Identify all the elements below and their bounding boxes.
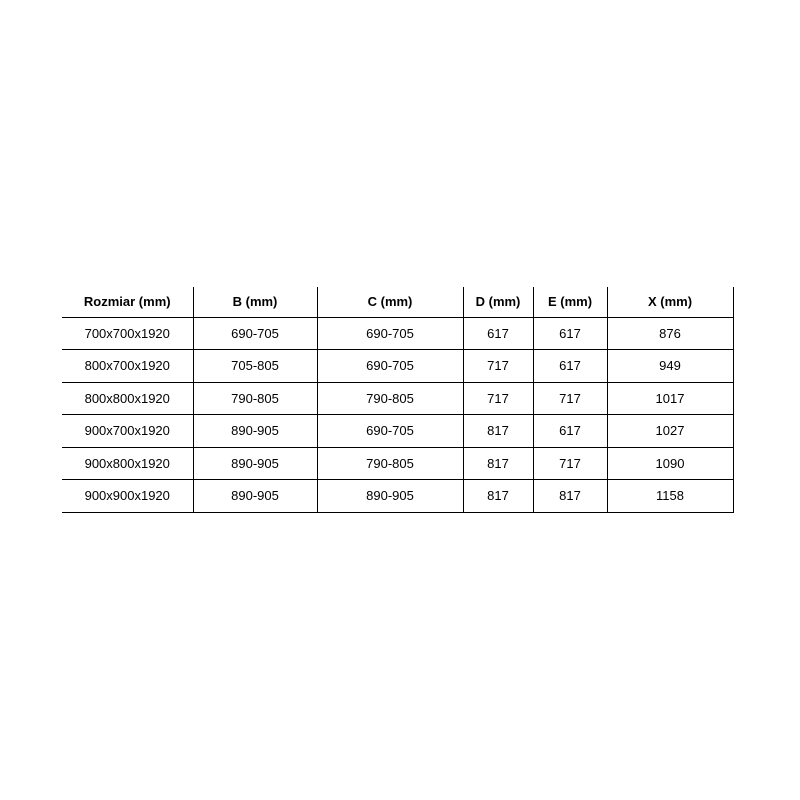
cell-e: 717 bbox=[532, 446, 608, 480]
cell-e: 617 bbox=[532, 316, 608, 350]
cell-d: 717 bbox=[462, 381, 534, 415]
cell-b: 890-905 bbox=[192, 479, 318, 513]
cell-c: 790-805 bbox=[316, 446, 464, 480]
cell-x: 1090 bbox=[606, 446, 734, 480]
column-header-e: E (mm) bbox=[532, 287, 608, 318]
table-row: 800x800x1920 790-805 790-805 717 717 101… bbox=[62, 381, 734, 415]
column-header-x: X (mm) bbox=[606, 287, 734, 318]
cell-rozmiar: 900x700x1920 bbox=[62, 414, 194, 448]
dimensions-table: Rozmiar (mm) B (mm) C (mm) D (mm) E (mm)… bbox=[62, 287, 734, 513]
cell-e: 817 bbox=[532, 479, 608, 513]
table-row: 800x700x1920 705-805 690-705 717 617 949 bbox=[62, 349, 734, 383]
cell-x: 1158 bbox=[606, 479, 734, 513]
cell-d: 817 bbox=[462, 479, 534, 513]
cell-d: 817 bbox=[462, 414, 534, 448]
table-header-row: Rozmiar (mm) B (mm) C (mm) D (mm) E (mm)… bbox=[62, 287, 734, 318]
column-header-b: B (mm) bbox=[192, 287, 318, 318]
table-row: 900x800x1920 890-905 790-805 817 717 109… bbox=[62, 446, 734, 480]
cell-e: 717 bbox=[532, 381, 608, 415]
column-header-rozmiar: Rozmiar (mm) bbox=[62, 287, 194, 318]
cell-e: 617 bbox=[532, 349, 608, 383]
cell-c: 690-705 bbox=[316, 349, 464, 383]
cell-x: 949 bbox=[606, 349, 734, 383]
cell-b: 790-805 bbox=[192, 381, 318, 415]
cell-d: 817 bbox=[462, 446, 534, 480]
column-header-d: D (mm) bbox=[462, 287, 534, 318]
cell-rozmiar: 700x700x1920 bbox=[62, 316, 194, 350]
table-row: 900x700x1920 890-905 690-705 817 617 102… bbox=[62, 414, 734, 448]
cell-x: 1027 bbox=[606, 414, 734, 448]
cell-c: 690-705 bbox=[316, 316, 464, 350]
cell-rozmiar: 800x700x1920 bbox=[62, 349, 194, 383]
cell-e: 617 bbox=[532, 414, 608, 448]
cell-b: 890-905 bbox=[192, 414, 318, 448]
cell-c: 690-705 bbox=[316, 414, 464, 448]
cell-b: 690-705 bbox=[192, 316, 318, 350]
table-row: 700x700x1920 690-705 690-705 617 617 876 bbox=[62, 316, 734, 350]
cell-x: 876 bbox=[606, 316, 734, 350]
cell-b: 890-905 bbox=[192, 446, 318, 480]
column-header-c: C (mm) bbox=[316, 287, 464, 318]
cell-rozmiar: 900x800x1920 bbox=[62, 446, 194, 480]
cell-rozmiar: 800x800x1920 bbox=[62, 381, 194, 415]
dimensions-table-container: Rozmiar (mm) B (mm) C (mm) D (mm) E (mm)… bbox=[62, 287, 734, 513]
cell-d: 717 bbox=[462, 349, 534, 383]
cell-rozmiar: 900x900x1920 bbox=[62, 479, 194, 513]
cell-b: 705-805 bbox=[192, 349, 318, 383]
cell-c: 790-805 bbox=[316, 381, 464, 415]
cell-x: 1017 bbox=[606, 381, 734, 415]
cell-d: 617 bbox=[462, 316, 534, 350]
table-row: 900x900x1920 890-905 890-905 817 817 115… bbox=[62, 479, 734, 513]
cell-c: 890-905 bbox=[316, 479, 464, 513]
